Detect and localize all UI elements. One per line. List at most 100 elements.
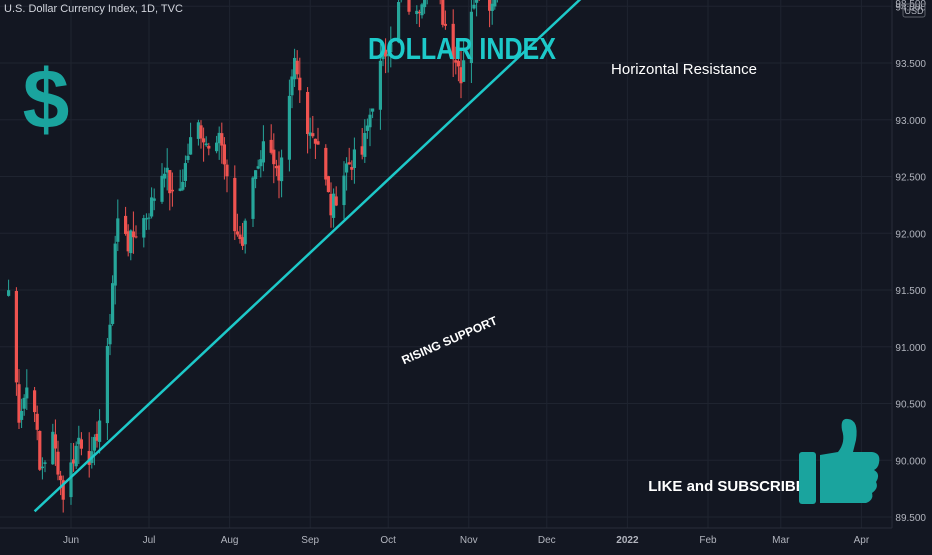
price-tick-label: 92.500 xyxy=(895,173,926,184)
candle-body xyxy=(327,176,330,192)
like-subscribe-label: LIKE and SUBSCRIBE xyxy=(648,478,806,495)
resistance-label: Horizontal Resistance xyxy=(611,61,757,78)
candle-body xyxy=(288,96,291,160)
headline-title: DOLLAR INDEX xyxy=(368,31,556,66)
time-tick-label: Jun xyxy=(63,535,79,546)
candle-body xyxy=(342,176,345,205)
candle-body xyxy=(59,476,62,481)
time-tick-label: 2022 xyxy=(616,535,639,546)
candle-body xyxy=(38,431,41,470)
candle-body xyxy=(441,0,444,25)
candle-body xyxy=(41,467,44,469)
candle-body xyxy=(244,221,247,245)
candle-body xyxy=(335,196,338,205)
candle-body xyxy=(98,421,101,442)
candle-body xyxy=(379,61,382,110)
price-tick-label: 92.000 xyxy=(895,229,926,240)
candle-body xyxy=(353,149,356,168)
candle-body xyxy=(7,290,10,296)
candle-body xyxy=(20,411,23,420)
candle-body xyxy=(423,0,426,7)
candle-body xyxy=(296,61,299,75)
candle-body xyxy=(257,166,260,168)
candle-body xyxy=(280,157,283,181)
candle-body xyxy=(251,178,254,219)
candle-body xyxy=(199,125,202,138)
candle-body xyxy=(15,291,18,382)
candle-body xyxy=(75,446,78,466)
candle-body xyxy=(80,439,83,448)
symbol-header[interactable]: U.S. Dollar Currency Index, 1D, TVC xyxy=(4,3,183,15)
price-tick-label: 93.000 xyxy=(895,116,926,127)
candle-body xyxy=(181,182,184,190)
price-tick-label: 93.500 xyxy=(895,59,926,70)
candle-body xyxy=(106,346,109,423)
candle-body xyxy=(368,115,371,128)
candle-body xyxy=(142,218,145,237)
dollar-sign-icon: $ xyxy=(23,52,70,146)
candle-body xyxy=(33,390,36,412)
candle-body xyxy=(363,133,366,157)
time-tick-label: Sep xyxy=(301,535,319,546)
time-tick-label: Jul xyxy=(143,535,156,546)
price-tick-label: 91.500 xyxy=(895,286,926,297)
candle-body xyxy=(202,138,205,142)
candle-body xyxy=(171,190,174,192)
candle-body xyxy=(316,141,319,144)
candle-body xyxy=(116,218,119,241)
candle-body xyxy=(306,92,309,134)
candle-body xyxy=(147,218,150,219)
candle-body xyxy=(205,143,208,145)
candle-body xyxy=(225,165,228,177)
candle-body xyxy=(311,133,314,136)
candle-body xyxy=(184,163,187,181)
candle-body xyxy=(272,150,275,165)
candle-body xyxy=(186,156,189,160)
price-tick-label: 89.500 xyxy=(895,513,926,524)
candle-body xyxy=(114,244,117,286)
candle-body xyxy=(168,170,171,193)
time-tick-label: Feb xyxy=(699,535,717,546)
currency-badge-label: USD xyxy=(904,6,924,16)
price-tick-label: 91.000 xyxy=(895,343,926,354)
candle-body xyxy=(233,178,236,231)
candle-body xyxy=(236,231,239,234)
candle-body xyxy=(345,163,348,172)
candle-body xyxy=(223,144,226,164)
candle-body xyxy=(153,198,156,200)
candle-body xyxy=(475,0,478,3)
price-tick-label: 90.500 xyxy=(895,400,926,411)
candle-body xyxy=(111,283,114,324)
candle-body xyxy=(43,462,46,464)
candle-body xyxy=(189,137,192,154)
time-tick-label: Mar xyxy=(772,535,790,546)
candle-body xyxy=(215,143,218,152)
candle-body xyxy=(36,414,39,430)
candle-body xyxy=(220,133,223,145)
candle-body xyxy=(56,452,59,475)
candle-body xyxy=(371,108,374,111)
candle-body xyxy=(54,434,57,448)
candle-body xyxy=(132,231,135,237)
candle-body xyxy=(290,76,293,95)
candle-body xyxy=(444,24,447,26)
candle-body xyxy=(254,170,257,179)
time-tick-label: Apr xyxy=(854,535,870,546)
time-tick-label: Dec xyxy=(538,535,556,546)
candle-body xyxy=(160,176,163,202)
candle-body xyxy=(348,162,351,164)
candle-body xyxy=(124,216,127,234)
price-tick-label: 90.000 xyxy=(895,456,926,467)
candle-body xyxy=(262,141,265,162)
candle-body xyxy=(163,174,166,179)
candle-body xyxy=(108,325,111,345)
time-tick-label: Oct xyxy=(380,535,396,546)
candle-body xyxy=(298,78,301,91)
candle-body xyxy=(23,398,26,409)
candle-body xyxy=(324,148,327,180)
candle-body xyxy=(472,5,475,9)
candle-body xyxy=(493,0,496,6)
